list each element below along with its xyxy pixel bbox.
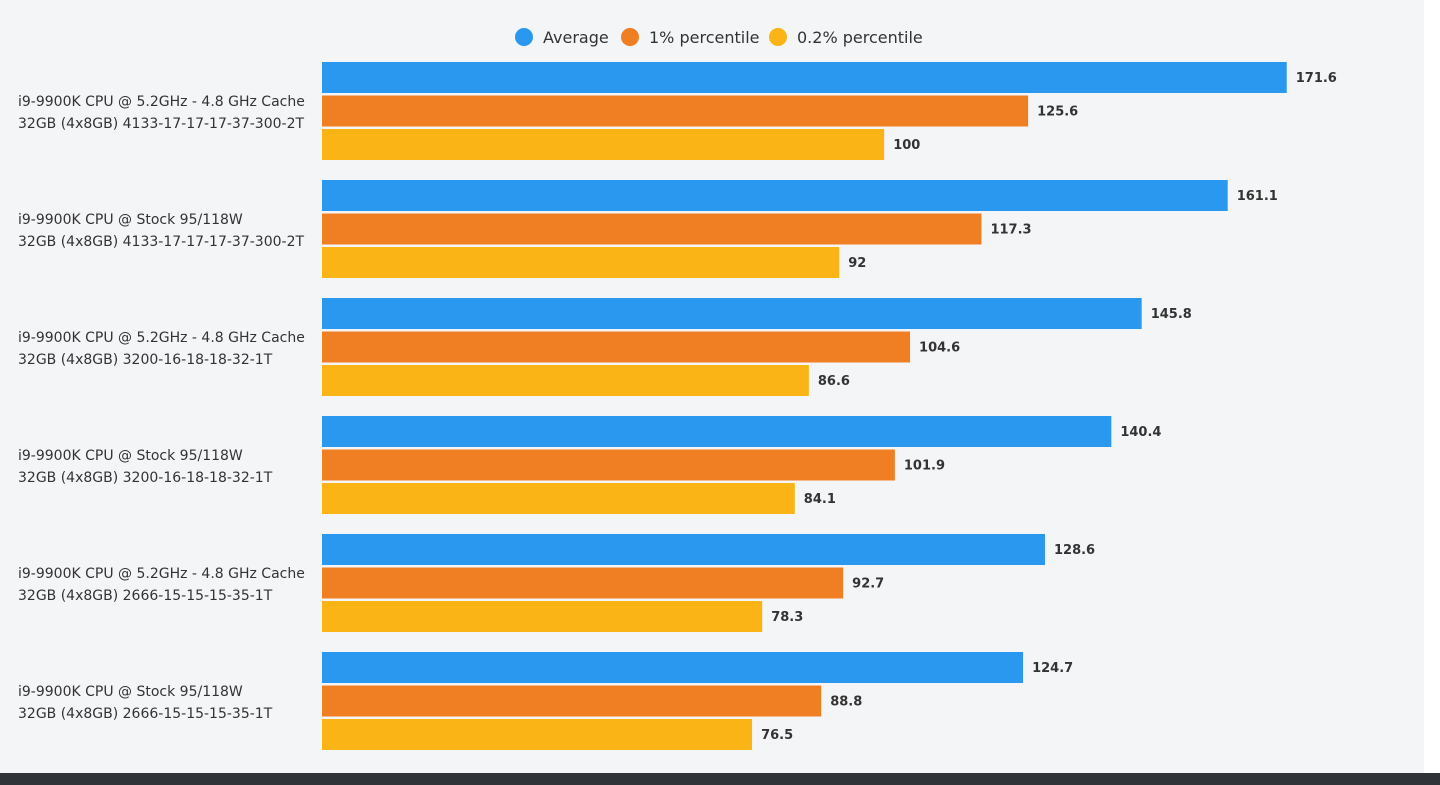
category-label-line: i9-9900K CPU @ 5.2GHz - 4.8 GHz Cache — [18, 566, 305, 582]
category-label-line: 32GB (4x8GB) 3200-16-18-18-32-1T — [18, 352, 273, 368]
data-label: 171.6 — [1296, 71, 1337, 86]
bar-group: i9-9900K CPU @ 5.2GHz - 4.8 GHz Cache 32G… — [18, 62, 1337, 160]
legend-marker — [621, 28, 639, 46]
data-label: 104.6 — [919, 341, 960, 356]
category-label-line: 32GB (4x8GB) 4133-17-17-17-37-300-2T — [18, 116, 304, 132]
legend-label: 1% percentile — [649, 28, 759, 47]
legend-item: Average — [515, 28, 609, 47]
data-label: 84.1 — [804, 492, 836, 507]
bar — [322, 95, 1029, 127]
bar — [322, 685, 822, 717]
bar-group: i9-9900K CPU @ 5.2GHz - 4.8 GHz Cache 32G… — [18, 534, 1095, 632]
bar — [322, 567, 844, 599]
legend-marker — [769, 28, 787, 46]
bar — [322, 331, 911, 363]
bar — [322, 213, 982, 245]
data-label: 101.9 — [904, 459, 945, 474]
data-label: 124.7 — [1032, 661, 1073, 676]
bar — [322, 62, 1287, 93]
category-label-line: 32GB (4x8GB) 2666-15-15-15-35-1T — [18, 588, 273, 604]
data-label: 100 — [893, 138, 920, 153]
category-label-line: i9-9900K CPU @ 5.2GHz - 4.8 GHz Cache — [18, 330, 305, 346]
category-label-line: 32GB (4x8GB) 4133-17-17-17-37-300-2T — [18, 234, 304, 250]
bar — [322, 534, 1045, 565]
category-label-line: i9-9900K CPU @ Stock 95/118W — [18, 212, 243, 228]
category-label: i9-9900K CPU @ 5.2GHz - 4.8 GHz Cache 32G… — [18, 94, 305, 132]
category-label-line: i9-9900K CPU @ 5.2GHz - 4.8 GHz Cache — [18, 94, 305, 110]
category-label: i9-9900K CPU @ 5.2GHz - 4.8 GHz Cache 32G… — [18, 566, 305, 604]
bar — [322, 129, 885, 160]
category-label-line: i9-9900K CPU @ Stock 95/118W — [18, 448, 243, 464]
category-label: i9-9900K CPU @ Stock 95/118W 32GB (4x8GB)… — [18, 448, 273, 486]
category-label: i9-9900K CPU @ 5.2GHz - 4.8 GHz Cache 32G… — [18, 330, 305, 368]
bar-group: i9-9900K CPU @ Stock 95/118W 32GB (4x8GB)… — [18, 416, 1161, 514]
bar — [322, 416, 1112, 447]
data-label: 92 — [848, 256, 866, 271]
category-label-line: 32GB (4x8GB) 3200-16-18-18-32-1T — [18, 470, 273, 486]
data-label: 86.6 — [818, 374, 850, 389]
right-margin — [1424, 0, 1440, 773]
legend-label: 0.2% percentile — [797, 28, 923, 47]
data-label: 161.1 — [1237, 189, 1278, 204]
category-label-line: 32GB (4x8GB) 2666-15-15-15-35-1T — [18, 706, 273, 722]
category-label-line: i9-9900K CPU @ Stock 95/118W — [18, 684, 243, 700]
bar — [322, 652, 1024, 683]
data-label: 78.3 — [771, 610, 803, 625]
data-label: 117.3 — [990, 223, 1031, 238]
data-label: 145.8 — [1151, 307, 1192, 322]
bar-group: i9-9900K CPU @ 5.2GHz - 4.8 GHz Cache 32G… — [18, 298, 1192, 396]
category-label: i9-9900K CPU @ Stock 95/118W 32GB (4x8GB)… — [18, 684, 273, 722]
bar — [322, 449, 895, 481]
bar — [322, 601, 763, 632]
bar-group: i9-9900K CPU @ Stock 95/118W 32GB (4x8GB)… — [18, 180, 1278, 278]
bar — [322, 298, 1142, 329]
legend-item: 1% percentile — [621, 28, 759, 47]
legend: Average 1% percentile 0.2% percentile — [515, 28, 923, 47]
bar — [322, 180, 1228, 211]
data-label: 128.6 — [1054, 543, 1095, 558]
legend-item: 0.2% percentile — [769, 28, 923, 47]
bar-group: i9-9900K CPU @ Stock 95/118W 32GB (4x8GB)… — [18, 652, 1073, 750]
legend-marker — [515, 28, 533, 46]
bar-chart: Average 1% percentile 0.2% percentile i9-99… — [18, 28, 1337, 750]
data-label: 76.5 — [761, 728, 793, 743]
bar — [322, 365, 809, 396]
bar — [322, 719, 753, 750]
legend-label: Average — [543, 28, 609, 47]
bar — [322, 247, 840, 278]
data-label: 88.8 — [830, 695, 862, 710]
category-label: i9-9900K CPU @ Stock 95/118W 32GB (4x8GB)… — [18, 212, 304, 250]
bottom-bar — [0, 773, 1440, 785]
data-label: 92.7 — [852, 577, 884, 592]
data-label: 140.4 — [1120, 425, 1161, 440]
bar — [322, 483, 795, 514]
data-label: 125.6 — [1037, 105, 1078, 120]
